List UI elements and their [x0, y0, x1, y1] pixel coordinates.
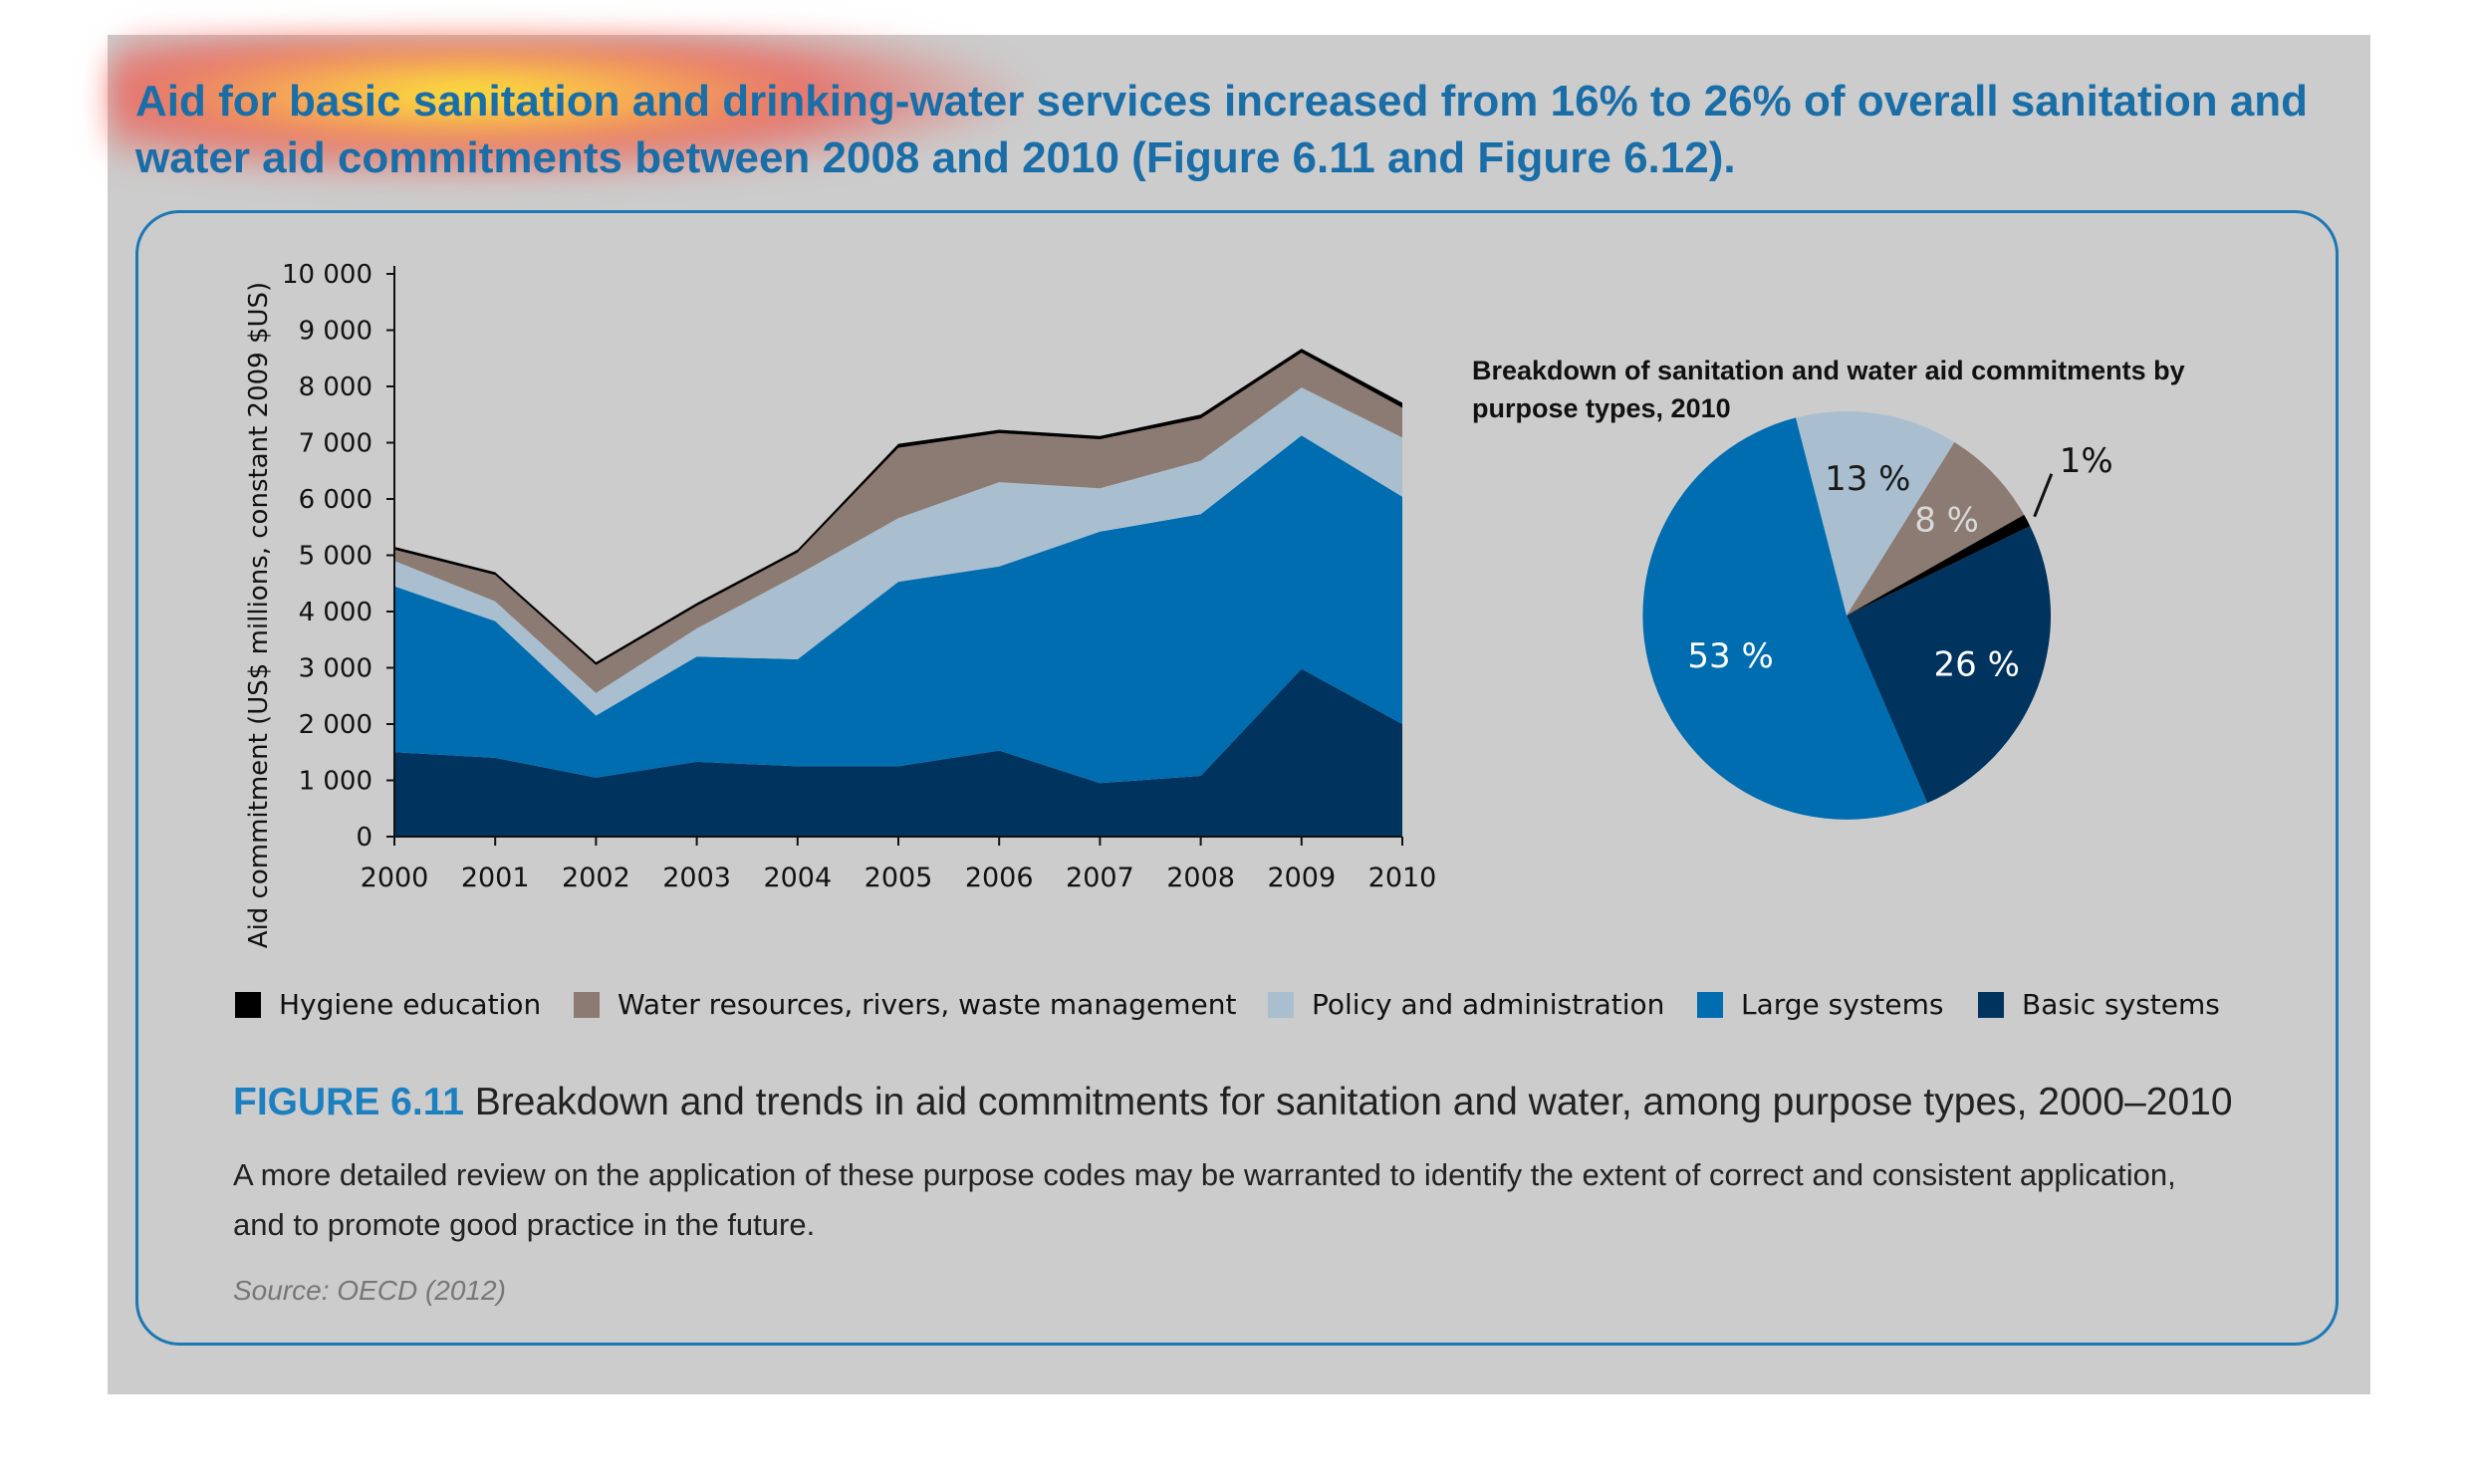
y-tick-label: 7 000 [299, 429, 372, 459]
area-series-policy [394, 387, 1402, 716]
y-tick-label: 4 000 [299, 598, 372, 627]
x-tick-label: 2007 [1066, 863, 1134, 893]
pie-slice-basic [1847, 526, 2052, 804]
x-tick-label: 2002 [562, 863, 630, 893]
x-tick-label: 2010 [1368, 863, 1437, 893]
y-tick-label: 6 000 [299, 485, 372, 515]
y-tick-label: 2 000 [299, 710, 372, 740]
y-tick-label: 9 000 [299, 317, 372, 347]
pie-slice-water-resources [1847, 442, 2025, 616]
figure-source: Source: OECD (2012) [233, 1275, 506, 1306]
pie-slice-hygiene [1847, 514, 2031, 616]
area-series-large [394, 435, 1402, 784]
area-series-hygiene [394, 349, 1402, 665]
pie-slice-label: 53 % [1687, 636, 1773, 676]
x-tick-label: 2005 [865, 863, 933, 893]
pie-leader-line [2033, 473, 2054, 518]
chart-canvas: 0 1 000 2 000 3 000 4 000 5 000 6 000 7 000 8 00… [244, 260, 2113, 948]
legend-item-water-resources: Water resources, rivers, waste managemen… [574, 988, 1236, 1021]
y-tick-label: 10 000 [282, 260, 372, 290]
y-tick-label: 0 [356, 823, 372, 853]
highlight-mark [108, 35, 1143, 184]
area-series-water-resources [394, 353, 1402, 693]
figure-number: FIGURE 6.11 [233, 1081, 464, 1123]
y-tick-label: 5 000 [299, 542, 372, 572]
legend-item-hygiene: Hygiene education [235, 988, 541, 1021]
pie-slice-label: 1% [2060, 441, 2113, 481]
legend-label: Basic systems [2022, 988, 2220, 1021]
pie-chart-title: Breakdown of sanitation and water aid co… [1472, 356, 2185, 423]
pie-chart: 13 %8 % 1% 26 % 53 % [1642, 410, 2113, 820]
legend-label: Hygiene education [279, 988, 542, 1021]
x-tick-label: 2004 [763, 863, 832, 893]
figure-panel: Aid for basic sanitation and drinking-wa… [108, 35, 2370, 1394]
y-tick-label: 1 000 [299, 767, 372, 797]
pie-slice-label: 8 % [1914, 501, 1979, 541]
legend-item-basic: Basic systems [1978, 988, 2220, 1021]
pie-slice-label: 26 % [1934, 645, 2020, 685]
legend-label: Water resources, rivers, waste managemen… [618, 988, 1237, 1021]
x-tick-label: 2003 [662, 863, 731, 893]
legend-swatch [235, 991, 261, 1018]
legend-label: Large systems [1741, 988, 1944, 1021]
figure-note: A more detailed review on the applicatio… [233, 1157, 2176, 1242]
pie-slice-policy [1796, 410, 1955, 616]
x-tick-label: 2006 [965, 863, 1034, 893]
y-tick-label: 8 000 [299, 372, 372, 402]
figure-frame [135, 210, 2339, 1346]
legend-swatch [574, 991, 600, 1018]
x-tick-label: 2008 [1166, 863, 1235, 893]
legend-label: Policy and administration [1312, 988, 1665, 1021]
area-series-basic [394, 668, 1402, 837]
intro-text: Aid for basic sanitation and drinking-wa… [135, 77, 2309, 182]
figure-caption: FIGURE 6.11 Breakdown and trends in aid … [233, 1081, 2233, 1124]
x-tick-label: 2001 [461, 863, 530, 893]
legend-swatch [1697, 991, 1723, 1018]
legend-item-large: Large systems [1697, 988, 1944, 1021]
y-axis-label: Aid commitment (US$ millions, constant 2… [244, 282, 274, 948]
legend-swatch [1268, 991, 1294, 1018]
pie-slice-large [1642, 417, 1928, 820]
x-tick-label: 2009 [1267, 863, 1336, 893]
x-tick-label: 2000 [361, 863, 429, 893]
legend-item-policy: Policy and administration [1268, 988, 1664, 1021]
figure-title: Breakdown and trends in aid commitments … [474, 1081, 2233, 1123]
pie-slice-label: 13 % [1825, 459, 1910, 499]
area-chart: 0 1 000 2 000 3 000 4 000 5 000 6 000 7 000 8 00… [244, 260, 1436, 948]
y-tick-label: 3 000 [299, 654, 372, 684]
legend-swatch [1978, 991, 2004, 1018]
